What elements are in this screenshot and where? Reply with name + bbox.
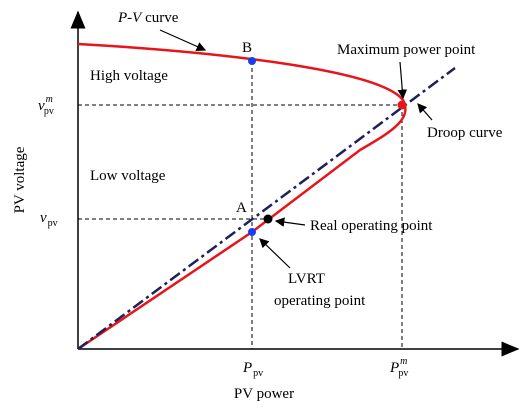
max-label: Maximum power point [337,42,476,58]
tick-p-m: Pm pv [389,356,408,379]
pv-curve [77,42,407,351]
text-part: pv [398,368,408,379]
droop-label: Droop curve [427,125,503,141]
arrows [159,29,433,269]
text-part: curve [145,10,179,26]
x-axis-label: PV power [234,386,294,402]
tick-v: vpv [40,210,58,229]
guides [78,61,403,349]
point-lvrt [248,228,256,236]
point-b [248,57,256,65]
text-part: P-V [117,10,143,26]
real-label: Real operating point [310,218,433,234]
tick-p: Ppv [242,360,263,379]
lvrt-label: LVRT [288,271,325,287]
text-part: P [242,360,252,376]
tick-v-m: vm pv [38,94,54,117]
text-part: m [400,356,407,367]
text-part: v [40,210,47,226]
lvrt-label-2: operating point [274,293,366,309]
label-a: A [236,200,247,216]
text-part: pv [44,106,54,117]
point-max [397,100,407,110]
high-voltage: High voltage [90,68,168,84]
point-real [263,214,273,224]
text-part: pv [48,218,58,229]
low-voltage: Low voltage [90,168,166,184]
pv-curve-label: P-V curve [117,10,179,26]
text-part: P [389,360,399,376]
text-part: v [38,98,45,114]
droop-line [77,66,456,351]
label-b: B [242,40,252,56]
text-part: pv [253,368,263,379]
y-axis-label: PV voltage [12,146,28,213]
text-part: m [46,94,53,105]
